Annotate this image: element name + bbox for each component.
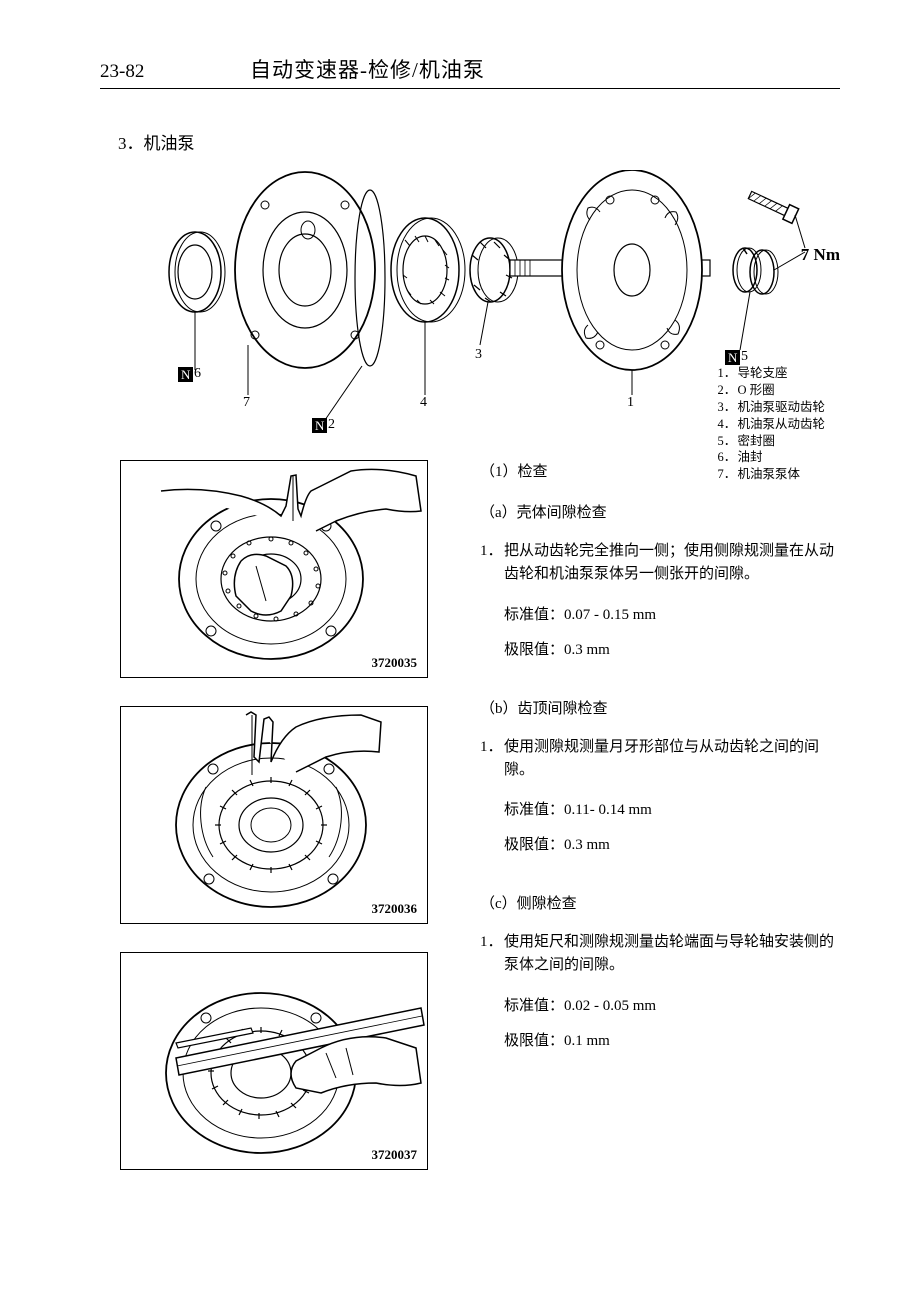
check-a-step: 1． 把从动齿轮完全推向一侧；使用侧隙规测量在从动齿轮和机油泵泵体另一侧张开的间…: [480, 540, 840, 587]
exploded-diagram: 7 Nm N 6 7 N 2 4 3 1 N 5 1．导轮支座 2．O 形圈 3…: [140, 170, 830, 450]
figure-2: 3720036: [120, 706, 428, 924]
parts-legend: 1．导轮支座 2．O 形圈 3．机油泵驱动齿轮 4．机油泵从动齿轮 5．密封圈 …: [717, 365, 825, 483]
figure-1-label: 3720035: [372, 655, 418, 671]
check-a-heading: （a）壳体间隙检查: [480, 501, 840, 522]
section-name: 机油泵: [144, 134, 195, 153]
marker-n2-num: 2: [328, 417, 335, 433]
legend-row: 2．O 形圈: [717, 382, 825, 399]
check-b-standard: 标准值：0.11- 0.14 mm: [504, 798, 840, 819]
figure-1: 3720035: [120, 460, 428, 678]
figure-1-svg: [121, 461, 427, 677]
check-c-standard: 标准值：0.02 - 0.05 mm: [504, 994, 840, 1015]
section-number: 3．: [118, 134, 144, 153]
page-title: 自动变速器-检修/机油泵: [250, 54, 485, 84]
step-text: 使用矩尺和测隙规测量齿轮端面与导轮轴安装侧的泵体之间的间隙。: [504, 931, 840, 978]
check-a-limit: 极限值：0.3 mm: [504, 638, 840, 659]
page-number: 23-82: [100, 61, 250, 83]
marker-n2: N: [312, 418, 327, 433]
legend-row: 1．导轮支座: [717, 365, 825, 382]
legend-row: 7．机油泵泵体: [717, 466, 825, 483]
legend-row: 6．油封: [717, 449, 825, 466]
callout-3: 3: [475, 347, 482, 363]
step-text: 把从动齿轮完全推向一侧；使用侧隙规测量在从动齿轮和机油泵泵体另一侧张开的间隙。: [504, 540, 840, 587]
figures-column: 3720035: [120, 460, 450, 1198]
step-text: 使用测隙规测量月牙形部位与从动齿轮之间的间隙。: [504, 736, 840, 783]
callout-4: 4: [420, 395, 427, 411]
marker-n6-num: 6: [194, 366, 201, 382]
step-number: 1．: [480, 736, 504, 783]
section-title: 3．机油泵: [118, 129, 840, 154]
content-row: 3720035: [100, 460, 840, 1198]
text-column: （1）检查 （a）壳体间隙检查 1． 把从动齿轮完全推向一侧；使用侧隙规测量在从…: [450, 460, 840, 1198]
torque-label: 7 Nm: [801, 245, 840, 265]
check-b-heading: （b）齿顶间隙检查: [480, 697, 840, 718]
figure-3: 3720037: [120, 952, 428, 1170]
legend-row: 5．密封圈: [717, 433, 825, 450]
marker-n5-num: 5: [741, 349, 748, 365]
check-c-step: 1． 使用矩尺和测隙规测量齿轮端面与导轮轴安装侧的泵体之间的间隙。: [480, 931, 840, 978]
check-b-step: 1． 使用测隙规测量月牙形部位与从动齿轮之间的间隙。: [480, 736, 840, 783]
figure-2-svg: [121, 707, 427, 923]
step-number: 1．: [480, 931, 504, 978]
page-header: 23-82 自动变速器-检修/机油泵: [100, 54, 840, 89]
check-a-standard: 标准值：0.07 - 0.15 mm: [504, 603, 840, 624]
marker-n5: N: [725, 350, 740, 365]
check-c-heading: （c）侧隙检查: [480, 892, 840, 913]
callout-1: 1: [627, 395, 634, 411]
legend-row: 3．机油泵驱动齿轮: [717, 399, 825, 416]
page: 23-82 自动变速器-检修/机油泵 3．机油泵: [0, 0, 920, 1238]
check-b-limit: 极限值：0.3 mm: [504, 833, 840, 854]
figure-3-label: 3720037: [372, 1147, 418, 1163]
marker-n6: N: [178, 367, 193, 382]
legend-row: 4．机油泵从动齿轮: [717, 416, 825, 433]
figure-3-svg: [121, 953, 427, 1169]
callout-7: 7: [243, 395, 250, 411]
check-c-limit: 极限值：0.1 mm: [504, 1029, 840, 1050]
step-number: 1．: [480, 540, 504, 587]
figure-2-label: 3720036: [372, 901, 418, 917]
